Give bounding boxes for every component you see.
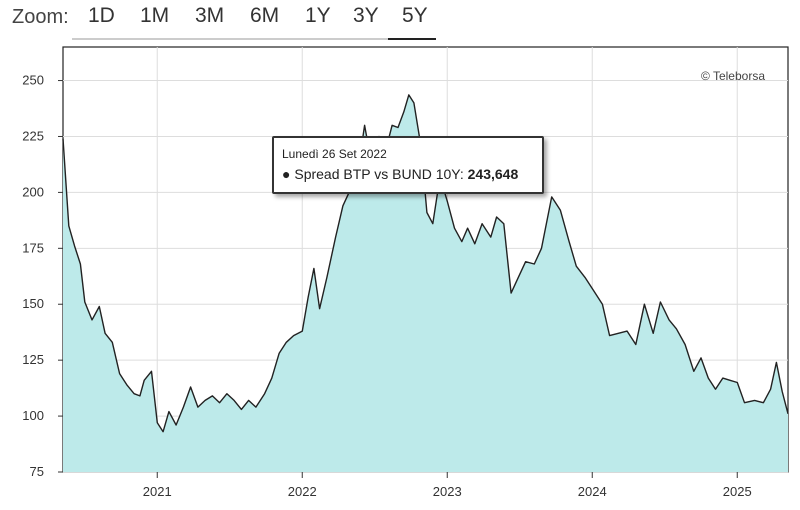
zoom-6m-button[interactable]: 6M	[250, 4, 280, 27]
y-tick-label: 175	[22, 240, 44, 255]
zoom-active-underline	[388, 38, 436, 40]
spread-chart: 75 100 125 150 175 200 225 250 2021 2022 2023 2024…	[22, 46, 789, 499]
y-tick-label: 225	[22, 128, 44, 143]
tooltip-series: ● Spread BTP vs BUND 10Y: 243,648	[282, 166, 518, 182]
zoom-5y-button[interactable]: 5Y	[402, 4, 428, 27]
x-tick-label: 2022	[288, 484, 317, 499]
zoom-3y-button[interactable]: 3Y	[353, 4, 379, 27]
x-axis: 2021 2022 2023 2024 2025	[143, 472, 752, 499]
y-tick-label: 200	[22, 184, 44, 199]
zoom-underline	[72, 38, 388, 40]
y-tick-label: 75	[30, 464, 44, 479]
x-tick-label: 2025	[723, 484, 752, 499]
tooltip: Lunedì 26 Set 2022 ● Spread BTP vs BUND …	[272, 136, 544, 194]
tooltip-date: Lunedì 26 Set 2022	[282, 147, 387, 161]
y-tick-label: 150	[22, 296, 44, 311]
x-tick-label: 2023	[433, 484, 462, 499]
zoom-1m-button[interactable]: 1M	[140, 4, 170, 27]
zoom-3m-button[interactable]: 3M	[195, 4, 225, 27]
zoom-label: Zoom:	[12, 6, 69, 28]
zoom-1y-button[interactable]: 1Y	[305, 4, 331, 27]
series-line	[62, 94, 789, 433]
x-tick-label: 2024	[578, 484, 607, 499]
series-marker-icon: ●	[282, 166, 291, 182]
y-tick-label: 100	[22, 408, 44, 423]
y-tick-label: 125	[22, 352, 44, 367]
series-area	[63, 94, 788, 473]
y-axis: 75 100 125 150 175 200 225 250	[22, 73, 63, 479]
x-tick-label: 2021	[143, 484, 172, 499]
tooltip-series-label: Spread BTP vs BUND 10Y:	[294, 166, 464, 182]
zoom-1d-button[interactable]: 1D	[88, 4, 115, 27]
tooltip-value: 243,648	[467, 166, 519, 182]
y-tick-label: 250	[22, 73, 44, 88]
zoom-bar: Zoom: 1D 1M 3M 6M 1Y 3Y 5Y	[0, 0, 800, 40]
credit-text: © Teleborsa	[701, 69, 765, 83]
